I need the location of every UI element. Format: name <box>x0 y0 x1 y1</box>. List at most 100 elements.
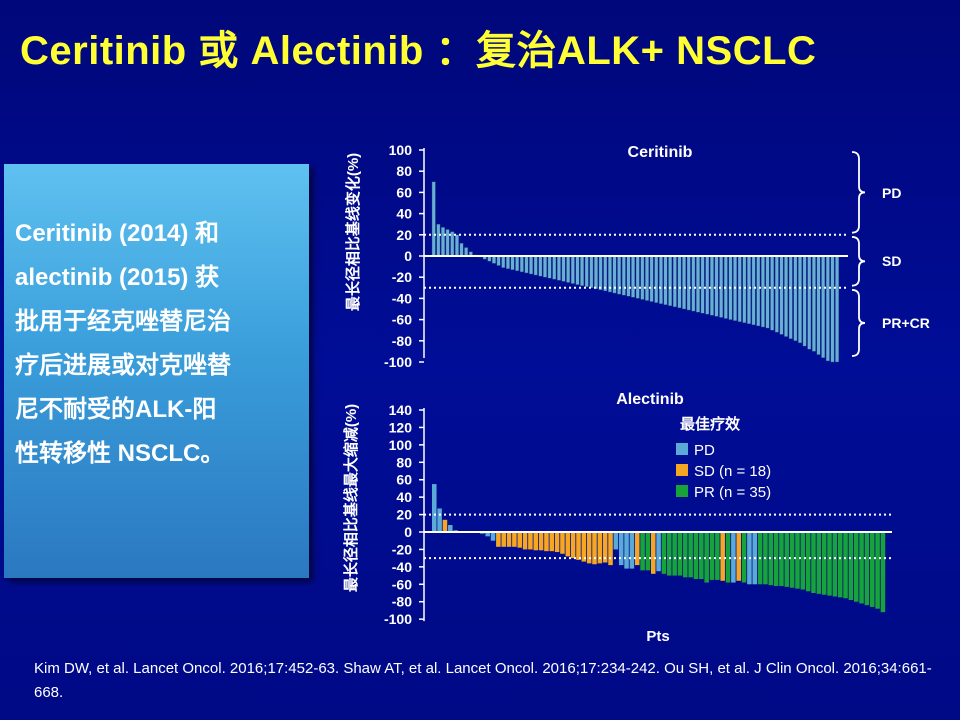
alectinib-bar <box>656 532 661 572</box>
alectinib-bar <box>667 532 672 576</box>
legend-label: SD (n = 18) <box>694 463 771 480</box>
y-tick-label: 60 <box>396 184 412 200</box>
ceritinib-y-ticks: 100 80 60 40 20 0 -20 -40 -60 -80 -100 <box>384 142 424 370</box>
y-tick-label: -60 <box>392 576 412 592</box>
ceritinib-bar <box>547 255 552 279</box>
ceritinib-bar <box>626 255 631 297</box>
alectinib-bar <box>490 532 496 541</box>
alectinib-bar <box>784 532 790 587</box>
alectinib-bar <box>533 532 539 551</box>
ceritinib-bar <box>830 255 835 363</box>
bracket <box>851 236 866 287</box>
ceritinib-bar <box>649 255 654 302</box>
alectinib-bar <box>800 532 806 590</box>
alectinib-bar <box>517 532 522 548</box>
alectinib-bar <box>672 532 677 576</box>
ceritinib-bar <box>519 255 524 273</box>
alectinib-axes <box>423 408 892 622</box>
alectinib-bar <box>618 532 624 566</box>
y-tick-label: 0 <box>404 524 412 540</box>
alectinib-bar <box>661 532 667 574</box>
ceritinib-bar <box>556 255 561 281</box>
response-brackets <box>851 151 866 357</box>
summary-line: 性转移性 NSCLC。 <box>15 440 225 467</box>
alectinib-bar <box>715 532 720 580</box>
bracket-label-sd: SD <box>882 253 901 269</box>
ceritinib-bar <box>515 255 520 272</box>
alectinib-bar <box>811 532 816 593</box>
alectinib-bar <box>624 532 629 569</box>
alectinib-bar <box>853 532 859 602</box>
alectinib-bar <box>592 532 597 565</box>
legend-title: 最佳疗效 <box>680 415 741 433</box>
ceritinib-bar <box>756 255 761 327</box>
ceritinib-bar <box>770 255 775 331</box>
y-tick-label: -20 <box>392 541 412 557</box>
legend-swatch <box>676 443 688 455</box>
ceritinib-bar <box>821 255 826 358</box>
ceritinib-bars <box>431 181 840 363</box>
alectinib-bar <box>581 532 587 562</box>
y-tick-label: 20 <box>396 227 412 243</box>
ceritinib-bar <box>436 223 441 257</box>
alectinib-bar <box>699 532 704 580</box>
ceritinib-bar <box>784 255 789 337</box>
ceritinib-bar <box>607 255 612 293</box>
alectinib-bar <box>645 532 651 571</box>
ceritinib-bar <box>765 255 770 329</box>
alectinib-xlabel: Pts <box>646 628 669 645</box>
y-tick-label: 20 <box>396 507 412 523</box>
ceritinib-bar <box>431 181 436 257</box>
ceritinib-ylabel: 最长径相比基线变化(%) <box>344 153 362 311</box>
ceritinib-title: Ceritinib <box>628 144 693 161</box>
ceritinib-bar <box>668 255 673 307</box>
ceritinib-bar <box>529 255 534 275</box>
y-tick-label: 80 <box>396 163 412 179</box>
alectinib-bar <box>859 532 864 604</box>
ceritinib-bar <box>709 255 714 316</box>
alectinib-bar <box>437 508 442 532</box>
ceritinib-bar <box>816 255 821 355</box>
alectinib-bar <box>432 484 437 532</box>
legend-label: PD <box>694 442 715 459</box>
ceritinib-bar <box>802 255 807 347</box>
alectinib-bar <box>597 532 603 564</box>
ceritinib-bar <box>635 255 640 299</box>
slide-title: Ceritinib 或 Alectinib ：复治ALK+ NSCLC <box>20 29 817 73</box>
ceritinib-bar <box>807 255 812 350</box>
ceritinib-bar <box>719 255 724 318</box>
alectinib-bars <box>432 484 886 613</box>
ceritinib-bar <box>793 255 798 342</box>
ceritinib-bar <box>672 255 677 308</box>
ceritinib-bar <box>700 255 705 314</box>
ceritinib-bar <box>686 255 691 311</box>
ceritinib-bar <box>589 255 594 288</box>
y-tick-label: 40 <box>396 206 412 222</box>
alectinib-bar <box>501 532 506 547</box>
alectinib-ylabel: 最长径相比基线最大缩减(%) <box>342 404 360 592</box>
alectinib-bar <box>549 532 555 552</box>
alectinib-bar <box>506 532 512 547</box>
bracket-label-pd: PD <box>882 185 901 201</box>
alectinib-bar <box>773 532 779 587</box>
ceritinib-axes <box>423 148 848 358</box>
y-tick-label: -40 <box>392 559 412 575</box>
legend-label: PR (n = 35) <box>694 484 771 501</box>
alectinib-bar <box>586 532 592 564</box>
alectinib-bar <box>560 532 565 554</box>
ceritinib-bar <box>788 255 793 339</box>
legend-swatch <box>676 485 688 497</box>
alectinib-bar <box>613 532 619 550</box>
alectinib-bar <box>736 532 741 581</box>
summary-box: Ceritinib (2014) 和 alectinib (2015) 获 批用… <box>4 164 309 578</box>
alectinib-bar <box>640 532 645 571</box>
alectinib-bar <box>709 532 715 580</box>
alectinib-bar <box>805 532 811 592</box>
y-tick-label: 80 <box>396 454 412 470</box>
ceritinib-bar <box>640 255 645 300</box>
ceritinib-bar <box>705 255 710 315</box>
ceritinib-bar <box>492 255 496 264</box>
y-tick-label: -100 <box>384 611 412 627</box>
alectinib-bar <box>528 532 533 550</box>
alectinib-bar <box>816 532 822 594</box>
